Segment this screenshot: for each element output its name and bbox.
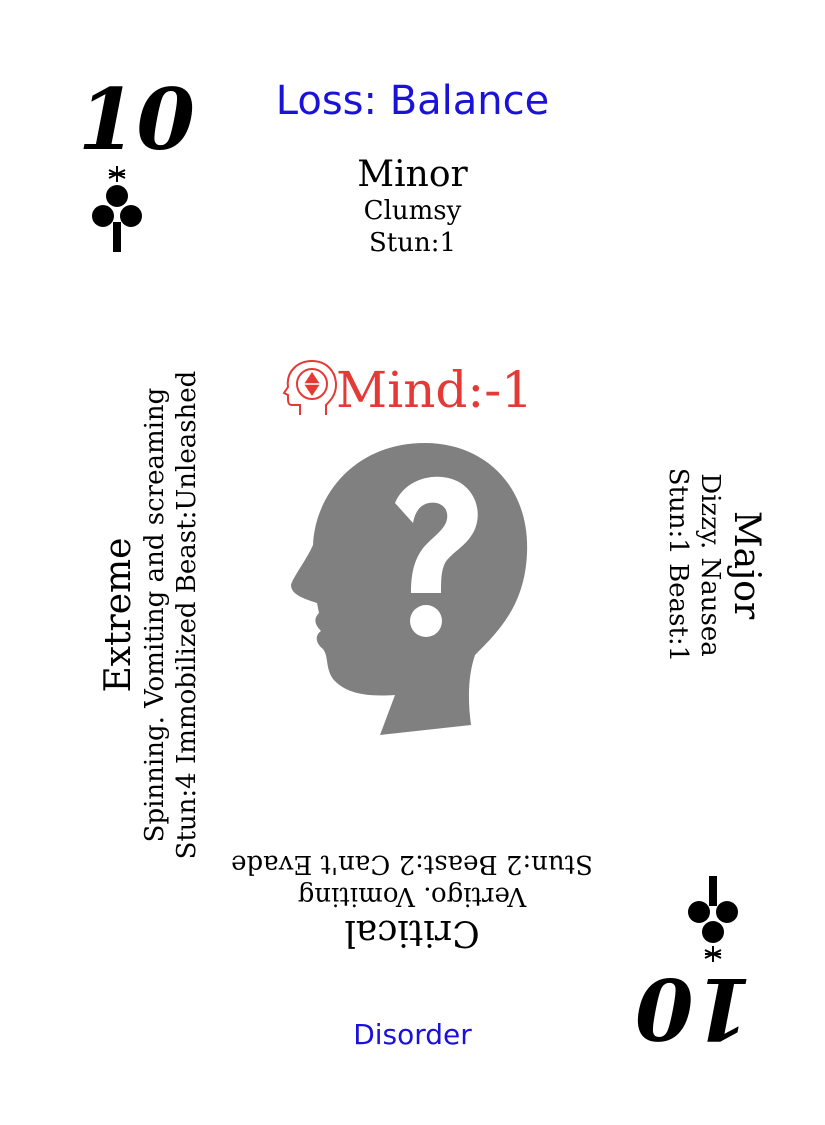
head-question-icon xyxy=(291,443,528,735)
corner-top-left: 10 xyxy=(60,78,195,258)
critical-heading: Critical xyxy=(344,912,480,953)
major-heading: Major xyxy=(726,510,767,620)
minor-line-1: Clumsy xyxy=(363,196,462,226)
mind-icon xyxy=(282,359,338,415)
critical-line-2: Stun:2 Beast:2 Can't Evade xyxy=(231,849,593,879)
minor-heading: Minor xyxy=(357,154,468,195)
club-icon xyxy=(688,876,738,962)
mind-label: Mind:-1 xyxy=(336,361,533,419)
card-title: Loss: Balance xyxy=(275,78,550,124)
major-line-2: Stun:1 Beast:1 xyxy=(663,467,693,663)
club-icon xyxy=(92,166,142,252)
major-line-1: Dizzy. Nausea xyxy=(695,473,725,657)
critical-block: Critical Vertigo. Vomiting Stun:2 Beast:… xyxy=(212,800,612,960)
extreme-line-1: Spinning. Vomiting and screaming xyxy=(140,387,170,843)
card-rank: 10 xyxy=(78,70,195,169)
mind-stat: Mind:-1 xyxy=(278,355,598,425)
card-footer: Disorder xyxy=(353,1018,472,1051)
major-block: Major Dizzy. Nausea Stun:1 Beast:1 xyxy=(620,400,770,730)
minor-block: Minor Clumsy Stun:1 xyxy=(0,155,825,259)
critical-line-1: Vertigo. Vomiting xyxy=(297,881,527,911)
extreme-line-2: Stun:4 Immobilized Beast:Unleashed xyxy=(172,370,202,860)
minor-line-2: Stun:1 xyxy=(368,228,457,258)
extreme-heading: Extreme xyxy=(98,537,139,693)
corner-bottom-right: 10 xyxy=(635,870,770,1058)
